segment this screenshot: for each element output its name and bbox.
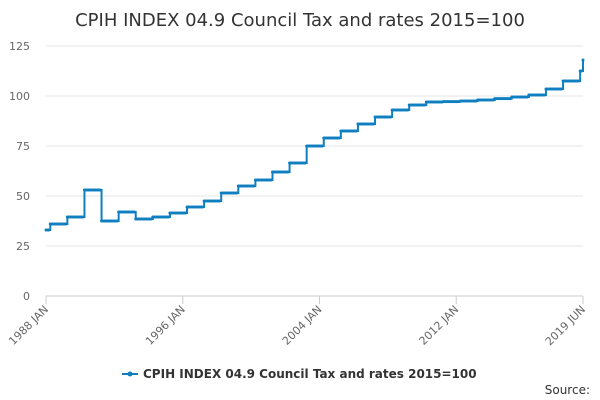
y-tick-label: 100 — [9, 90, 30, 103]
plot-area — [44, 58, 585, 232]
gridlines — [46, 45, 583, 297]
data-point[interactable] — [577, 79, 581, 83]
x-tick-label: 2004 JAN — [280, 303, 325, 348]
data-point[interactable] — [581, 58, 585, 62]
x-tick-label: 2012 JAN — [417, 303, 462, 348]
y-tick-label: 75 — [16, 140, 30, 153]
data-point[interactable] — [355, 129, 359, 133]
data-point[interactable] — [423, 103, 427, 107]
data-point[interactable] — [98, 188, 102, 192]
data-point[interactable] — [389, 115, 393, 119]
data-point[interactable] — [337, 136, 341, 140]
data-point[interactable] — [115, 219, 119, 223]
data-point[interactable] — [64, 222, 68, 226]
y-tick-label: 25 — [16, 240, 30, 253]
x-tick-label: 2019 JUN — [543, 303, 588, 348]
legend[interactable]: CPIH INDEX 04.9 Council Tax and rates 20… — [122, 367, 477, 381]
chart-title: CPIH INDEX 04.9 Council Tax and rates 20… — [75, 10, 525, 31]
data-point[interactable] — [252, 184, 256, 188]
data-point[interactable] — [269, 178, 273, 182]
legend-label: CPIH INDEX 04.9 Council Tax and rates 20… — [143, 367, 477, 381]
x-tick-label: 1988 JAN — [6, 303, 51, 348]
legend-marker — [127, 371, 133, 377]
data-point[interactable] — [235, 191, 239, 195]
data-point[interactable] — [81, 215, 85, 219]
source-label: Source: — [545, 383, 590, 397]
data-point[interactable] — [166, 215, 170, 219]
data-point[interactable] — [560, 87, 564, 91]
data-point[interactable] — [286, 170, 290, 174]
data-point[interactable] — [201, 205, 205, 209]
x-tick-label: 1996 JAN — [143, 303, 188, 348]
data-point[interactable] — [184, 211, 188, 215]
data-point[interactable] — [132, 210, 136, 214]
y-axis-ticks: 0 25 50 75 100 125 — [9, 40, 30, 303]
data-point[interactable] — [543, 93, 547, 97]
data-point[interactable] — [372, 122, 376, 126]
y-tick-label: 50 — [16, 190, 30, 203]
data-point[interactable] — [303, 161, 307, 165]
y-tick-label: 125 — [9, 40, 30, 53]
x-axis: 1988 JAN 1996 JAN 2004 JAN 2012 JAN 2019 JUN — [6, 296, 588, 348]
data-point[interactable] — [580, 69, 584, 73]
data-point[interactable] — [47, 228, 51, 232]
y-tick-label: 0 — [23, 290, 30, 303]
data-point[interactable] — [320, 144, 324, 148]
data-point[interactable] — [218, 199, 222, 203]
data-point[interactable] — [406, 108, 410, 112]
